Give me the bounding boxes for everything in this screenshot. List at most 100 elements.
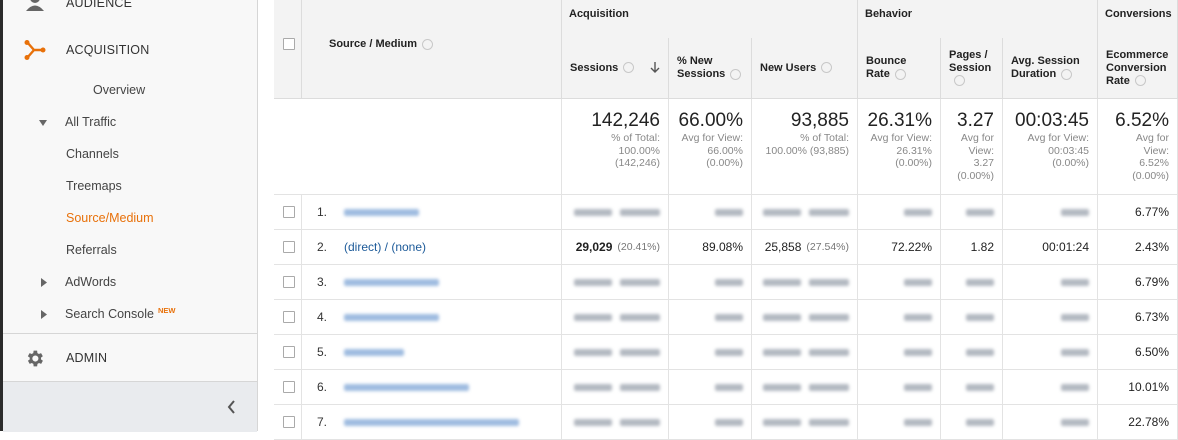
blurred-text xyxy=(574,313,612,321)
blurred-text xyxy=(1061,418,1089,426)
blurred-text xyxy=(620,348,660,356)
blurred-text xyxy=(344,209,419,216)
nav-section[interactable]: AUDIENCE xyxy=(66,0,133,10)
nav-section[interactable]: ADMIN xyxy=(66,351,108,365)
checkbox[interactable] xyxy=(283,241,295,253)
total-note: (0.00%) xyxy=(957,169,994,182)
total-note: Avg for View: xyxy=(681,132,743,144)
blurred-text xyxy=(763,348,801,356)
metric-cell: 6.77% xyxy=(1098,195,1178,230)
total-note: (0.00%) xyxy=(1132,169,1169,182)
nav-item[interactable]: All Traffic xyxy=(65,115,117,129)
totals-cell xyxy=(274,99,562,195)
checkbox[interactable] xyxy=(283,416,295,428)
blurred-text xyxy=(344,349,404,356)
metric-cell xyxy=(858,300,941,335)
metric-value: 6.79% xyxy=(1134,275,1169,289)
source-wrap xyxy=(344,275,439,289)
source-cell: 4. xyxy=(302,300,562,335)
nav-item[interactable]: Channels xyxy=(66,147,119,161)
checkbox[interactable] xyxy=(283,311,295,323)
blurred-text xyxy=(620,383,660,391)
column-header-label[interactable]: Avg. Session Duration xyxy=(1011,55,1080,80)
metric-cell xyxy=(669,300,752,335)
totals-cell: 66.00% Avg for View: 66.00% (0.00%) xyxy=(669,99,752,195)
metric-cell xyxy=(1003,405,1098,440)
metric-cell: 22.78% xyxy=(1098,405,1178,440)
nav-item-active[interactable]: Source/Medium xyxy=(66,211,154,225)
expand-arrow xyxy=(39,120,47,126)
total-value: 6.52% xyxy=(1115,110,1169,131)
blurred-text xyxy=(344,279,439,286)
metric-cell xyxy=(1003,335,1098,370)
blurred-text xyxy=(966,313,994,321)
nav-item[interactable]: Search Console xyxy=(65,307,154,321)
source-wrap: (direct) / (none) xyxy=(344,240,426,254)
metric-cell xyxy=(752,265,858,300)
nav-item[interactable]: Overview xyxy=(93,83,146,97)
metric-cell xyxy=(941,300,1003,335)
acquisition-icon xyxy=(24,40,46,60)
column-header-label[interactable]: New Users xyxy=(760,61,817,74)
total-note: 100.00% xyxy=(618,144,660,157)
blurred-text xyxy=(574,208,612,216)
help-icon xyxy=(1061,68,1073,80)
sidebar: AUDIENCE ACQUISITION Overview All Traffi… xyxy=(0,0,258,432)
metric-cell xyxy=(752,405,858,440)
column-header-text: Ecommerce Conversion Rate xyxy=(1106,49,1169,88)
metric-cell xyxy=(669,405,752,440)
source-wrap xyxy=(344,310,439,324)
metric-cell xyxy=(858,195,941,230)
column-header-label[interactable]: % New Sessions xyxy=(677,55,726,80)
nav-section[interactable]: ACQUISITION xyxy=(66,43,150,57)
blurred-text xyxy=(620,278,660,286)
metric-cell xyxy=(562,195,669,230)
blurred-text xyxy=(809,383,849,391)
source-link[interactable]: (direct) / (none) xyxy=(344,240,427,254)
source-cell: 2. (direct) / (none) xyxy=(302,230,562,265)
column-header-text: New Users xyxy=(760,62,849,75)
audience-icon xyxy=(26,0,44,11)
collapse-button[interactable] xyxy=(227,400,236,414)
totals-cell: 00:03:45 Avg for View: 00:03:45 (0.00%) xyxy=(1003,99,1098,195)
source-wrap xyxy=(344,205,419,219)
row-checkbox-cell xyxy=(274,195,302,230)
checkbox[interactable] xyxy=(283,38,295,50)
column-header-label[interactable]: Sessions xyxy=(570,61,619,74)
metric-value: 6.50% xyxy=(1134,345,1169,359)
checkbox[interactable] xyxy=(283,381,295,393)
source-cell: 7. xyxy=(302,405,562,440)
totals-cell: 3.27 Avg for View: 3.27 (0.00%) xyxy=(941,99,1003,195)
blurred-text xyxy=(574,278,612,286)
column-header-label[interactable]: Ecommerce Conversion Rate xyxy=(1106,48,1169,87)
total-note: % of Total: xyxy=(800,132,849,144)
column-header: Avg. Session Duration xyxy=(1003,38,1098,99)
metric-cell xyxy=(562,335,669,370)
total-note: 66.00% xyxy=(707,144,743,157)
blurred-text xyxy=(904,313,932,321)
nav-item[interactable]: Treemaps xyxy=(66,179,122,193)
column-header-label[interactable]: Pages / Session xyxy=(949,48,992,74)
metric-cell: 1.82 xyxy=(941,230,1003,265)
metric-cell xyxy=(858,265,941,300)
nav-item[interactable]: Referrals xyxy=(66,243,117,257)
metric-value: 89.08% xyxy=(702,240,743,254)
checkbox[interactable] xyxy=(283,206,295,218)
total-value: 3.27 xyxy=(957,110,994,131)
total-note: 6.52% xyxy=(1139,157,1169,169)
metric-cell: 89.08% xyxy=(669,230,752,265)
row-checkbox-cell xyxy=(274,230,302,265)
nav-item[interactable]: AdWords xyxy=(65,275,117,289)
checkbox[interactable] xyxy=(283,276,295,288)
total-value: 142,246 xyxy=(591,110,660,131)
column-header-label[interactable]: Bounce Rate xyxy=(866,55,907,80)
help-icon xyxy=(1134,75,1146,87)
metric-cell xyxy=(858,370,941,405)
blurred-text xyxy=(763,383,801,391)
total-note: % of Total: xyxy=(611,132,660,144)
blurred-text xyxy=(344,314,439,321)
checkbox[interactable] xyxy=(283,346,295,358)
metric-cell: 6.79% xyxy=(1098,265,1178,300)
blurred-text xyxy=(620,208,660,216)
blurred-text xyxy=(715,383,743,391)
